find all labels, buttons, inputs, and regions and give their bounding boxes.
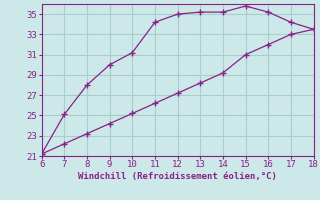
X-axis label: Windchill (Refroidissement éolien,°C): Windchill (Refroidissement éolien,°C) xyxy=(78,172,277,181)
